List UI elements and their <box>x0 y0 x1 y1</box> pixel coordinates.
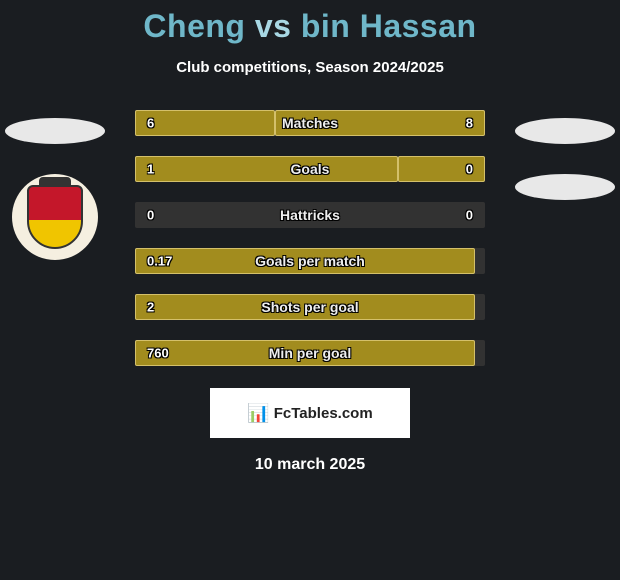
stat-value-right: 8 <box>466 116 473 131</box>
shield-inner-icon <box>27 185 83 249</box>
stat-value-right: 0 <box>466 162 473 177</box>
stat-bar: 2 Shots per goal <box>135 294 485 320</box>
stat-bar: 0.17 Goals per match <box>135 248 485 274</box>
date-label: 10 march 2025 <box>0 456 620 474</box>
placeholder-ellipse-icon <box>515 118 615 144</box>
placeholder-ellipse-icon <box>5 118 105 144</box>
stat-label: Min per goal <box>269 345 351 361</box>
stat-label: Matches <box>282 115 338 131</box>
stat-bar: 1 0 Goals <box>135 156 485 182</box>
page-title: Cheng vs bin Hassan <box>0 8 620 45</box>
chart-icon: 📊 <box>247 404 269 422</box>
left-crest-column <box>0 118 110 260</box>
player1-name: Cheng <box>143 8 245 44</box>
stat-label: Shots per goal <box>261 299 358 315</box>
stat-label: Hattricks <box>280 207 340 223</box>
stat-value-left: 1 <box>147 162 154 177</box>
comparison-widget: Cheng vs bin Hassan Club competitions, S… <box>0 0 620 580</box>
stat-bar: 760 Min per goal <box>135 340 485 366</box>
right-crest-column <box>510 118 620 200</box>
stat-value-left: 760 <box>147 346 169 361</box>
player2-name: bin Hassan <box>301 8 477 44</box>
stat-label: Goals per match <box>255 253 365 269</box>
subtitle: Club competitions, Season 2024/2025 <box>0 59 620 76</box>
bar-fill-left <box>135 110 275 136</box>
stat-value-left: 0 <box>147 208 154 223</box>
stat-label: Goals <box>291 161 330 177</box>
placeholder-ellipse-icon <box>515 174 615 200</box>
club-crest-icon <box>12 174 98 260</box>
vs-text: vs <box>255 8 292 44</box>
comparison-bars: 6 8 Matches 1 0 Goals 0 0 Hattricks 0.17 Goals per… <box>135 110 485 366</box>
source-badge-text: FcTables.com <box>274 405 373 422</box>
stat-value-left: 6 <box>147 116 154 131</box>
stat-bar: 0 0 Hattricks <box>135 202 485 228</box>
bar-fill-left <box>135 156 398 182</box>
stat-value-right: 0 <box>466 208 473 223</box>
stat-value-left: 0.17 <box>147 254 172 269</box>
stat-value-left: 2 <box>147 300 154 315</box>
stat-bar: 6 8 Matches <box>135 110 485 136</box>
source-badge[interactable]: 📊 FcTables.com <box>210 388 410 438</box>
